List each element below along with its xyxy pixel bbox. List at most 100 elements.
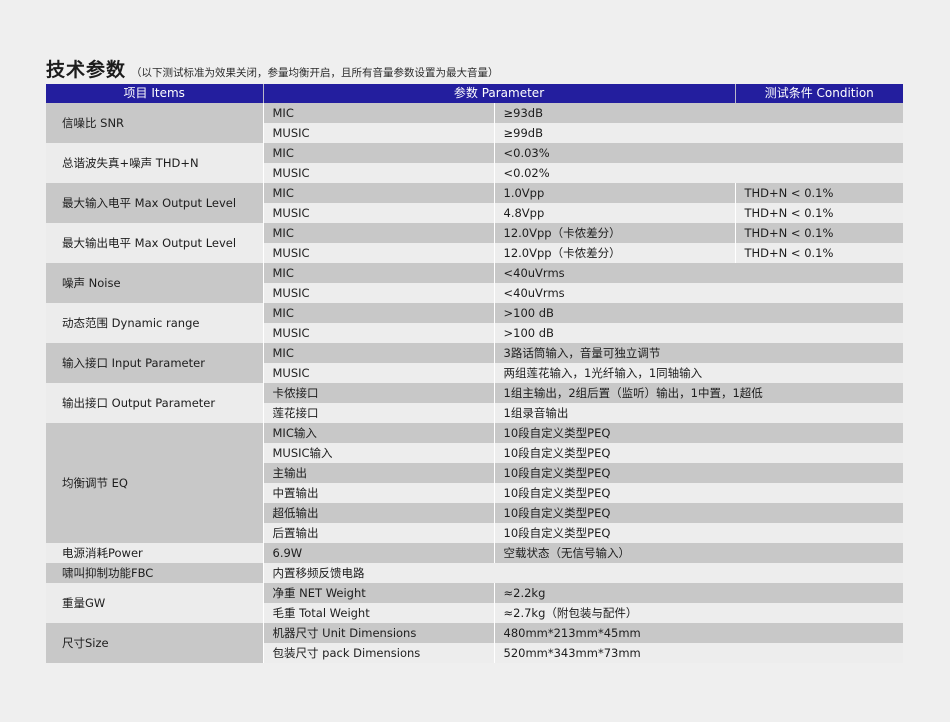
row-parameter-value: 520mm*343mm*73mm [494, 643, 903, 663]
row-item-label: 总谐波失真+噪声 THD+N [46, 143, 264, 183]
row-item-label: 信噪比 SNR [46, 103, 264, 143]
table-row: MUSIC <0.02% [46, 163, 903, 183]
column-header-items: 项目 Items [46, 84, 264, 103]
row-parameter-value: 10段自定义类型PEQ [494, 503, 903, 523]
row-item-label: 最大输出电平 Max Output Level [46, 223, 264, 263]
table-row: 最大输入电平 Max Output Level MIC 1.0Vpp THD+N < … [46, 183, 903, 223]
table-row: 中置输出 10段自定义类型PEQ [46, 483, 903, 503]
row-parameter-value: 空载状态（无信号输入） [494, 543, 903, 563]
row-subitem-label: MUSIC输入 [263, 443, 495, 463]
row-parameter-value: ≈2.7kg（附包装与配件） [494, 603, 903, 623]
row-subitem-label: MIC [263, 183, 495, 203]
row-subitem-label: MIC [263, 103, 495, 123]
row-condition-value: THD+N < 0.1% [735, 223, 903, 243]
row-subitem-label: MUSIC [263, 363, 495, 383]
row-parameter-value: 1.0Vpp [494, 183, 736, 203]
row-subitem-label: MUSIC [263, 323, 495, 343]
row-subitem-label: 莲花接口 [263, 403, 495, 423]
row-subitem-label: 净重 NET Weight [263, 583, 495, 603]
row-subitem-label: MUSIC [263, 123, 495, 143]
row-item-label: 均衡调节 EQ [46, 423, 264, 543]
technical-specifications-table: 项目 Items 参数 Parameter 测试条件 Condition 信噪比… [46, 84, 903, 663]
row-item-label: 重量GW [46, 583, 264, 623]
table-row: MUSIC >100 dB [46, 323, 903, 343]
row-parameter-value: 1组录音输出 [494, 403, 903, 423]
page-title-subtitle: （以下测试标准为效果关闭，参量均衡开启，且所有音量参数设置为最大音量） [131, 67, 499, 79]
table-row: MUSIC 4.8Vpp THD+N < 0.1% [46, 203, 903, 223]
table-row: 最大输出电平 Max Output Level MIC 12.0Vpp（卡侬差分） T… [46, 223, 903, 263]
row-subitem-label: 中置输出 [263, 483, 495, 503]
table-row: 包装尺寸 pack Dimensions 520mm*343mm*73mm [46, 643, 903, 663]
column-header-parameter: 参数 Parameter [263, 84, 736, 103]
row-item-label: 输出接口 Output Parameter [46, 383, 264, 423]
row-item-label: 最大输入电平 Max Output Level [46, 183, 264, 223]
table-row: 重量GW 净重 NET Weight ≈2.2kg [46, 583, 903, 623]
table-row: 超低输出 10段自定义类型PEQ [46, 503, 903, 523]
row-parameter-value: 1组主输出，2组后置（监听）输出，1中置，1超低 [494, 383, 903, 403]
row-parameter-value: <40uVrms [494, 263, 903, 283]
row-parameter-value: 4.8Vpp [494, 203, 736, 223]
table-row: 后置输出 10段自定义类型PEQ [46, 523, 903, 543]
row-parameter-value: 两组莲花输入，1光纤输入，1同轴输入 [494, 363, 903, 383]
row-subitem-label: MIC [263, 223, 495, 243]
table-row: MUSIC <40uVrms [46, 283, 903, 303]
row-condition-value: THD+N < 0.1% [735, 183, 903, 203]
row-condition-value: THD+N < 0.1% [735, 243, 903, 263]
row-subitem-label: MIC [263, 303, 495, 323]
table-header-row: 项目 Items 参数 Parameter 测试条件 Condition [46, 84, 903, 103]
table-header: 项目 Items 参数 Parameter 测试条件 Condition [46, 84, 903, 103]
table-body: 信噪比 SNR MIC ≥93dB MUSIC ≥99dB 总谐波失真+噪声 THD+N M… [46, 103, 903, 663]
row-subitem-label: 后置输出 [263, 523, 495, 543]
table-row: MUSIC 12.0Vpp（卡侬差分） THD+N < 0.1% [46, 243, 903, 263]
table-row: 啸叫抑制功能FBC 内置移频反馈电路 [46, 563, 903, 583]
row-item-label: 输入接口 Input Parameter [46, 343, 264, 383]
row-parameter-value: 3路话筒输入，音量可独立调节 [494, 343, 903, 363]
row-subitem-label: 毛重 Total Weight [263, 603, 495, 623]
row-subitem-label: 超低输出 [263, 503, 495, 523]
row-item-label: 动态范围 Dynamic range [46, 303, 264, 343]
table-row: 主输出 10段自定义类型PEQ [46, 463, 903, 483]
table-row: MUSIC 两组莲花输入，1光纤输入，1同轴输入 [46, 363, 903, 383]
table-row: MUSIC ≥99dB [46, 123, 903, 143]
table-row: 均衡调节 EQ MIC输入 10段自定义类型PEQ [46, 423, 903, 543]
table-row: 总谐波失真+噪声 THD+N MIC <0.03% [46, 143, 903, 183]
row-parameter-value: ≥93dB [494, 103, 903, 123]
table-row: 噪声 Noise MIC <40uVrms [46, 263, 903, 303]
row-subitem-label: MIC [263, 143, 495, 163]
table-row: 电源消耗Power 6.9W 空载状态（无信号输入） [46, 543, 903, 563]
row-parameter-value: 10段自定义类型PEQ [494, 523, 903, 543]
row-item-label: 电源消耗Power [46, 543, 264, 563]
row-subitem-label: 卡侬接口 [263, 383, 495, 403]
row-parameter-value: <0.02% [494, 163, 903, 183]
table-row: 毛重 Total Weight ≈2.7kg（附包装与配件） [46, 603, 903, 623]
row-condition-value: THD+N < 0.1% [735, 203, 903, 223]
row-parameter-value: ≈2.2kg [494, 583, 903, 603]
table-row: 尺寸Size 机器尺寸 Unit Dimensions 480mm*213mm*45… [46, 623, 903, 663]
row-item-label: 啸叫抑制功能FBC [46, 563, 264, 583]
column-header-condition: 测试条件 Condition [735, 84, 903, 103]
row-subitem-label: 主输出 [263, 463, 495, 483]
row-parameter-value: 12.0Vpp（卡侬差分） [494, 223, 736, 243]
row-subitem-label: MIC [263, 343, 495, 363]
row-subitem-label: MUSIC [263, 203, 495, 223]
row-subitem-label: MIC [263, 263, 495, 283]
row-subitem-label: MUSIC [263, 163, 495, 183]
row-subitem-label: MIC输入 [263, 423, 495, 443]
row-parameter-value: >100 dB [494, 323, 903, 343]
row-parameter-value: ≥99dB [494, 123, 903, 143]
row-parameter-value: 12.0Vpp（卡侬差分） [494, 243, 736, 263]
row-parameter-value: <40uVrms [494, 283, 903, 303]
table-row: 输出接口 Output Parameter 卡侬接口 1组主输出，2组后置（监听）输… [46, 383, 903, 423]
row-value-full: 内置移频反馈电路 [263, 563, 903, 583]
row-parameter-value: 480mm*213mm*45mm [494, 623, 903, 643]
table-row: 莲花接口 1组录音输出 [46, 403, 903, 423]
page-title-main: 技术参数 [46, 59, 127, 81]
row-parameter-value: 10段自定义类型PEQ [494, 443, 903, 463]
row-subitem-label: 机器尺寸 Unit Dimensions [263, 623, 495, 643]
table-row: 输入接口 Input Parameter MIC 3路话筒输入，音量可独立调节 [46, 343, 903, 383]
row-parameter-value: 10段自定义类型PEQ [494, 423, 903, 443]
row-subitem-label: MUSIC [263, 243, 495, 263]
row-parameter-value: 10段自定义类型PEQ [494, 463, 903, 483]
row-item-label: 尺寸Size [46, 623, 264, 663]
